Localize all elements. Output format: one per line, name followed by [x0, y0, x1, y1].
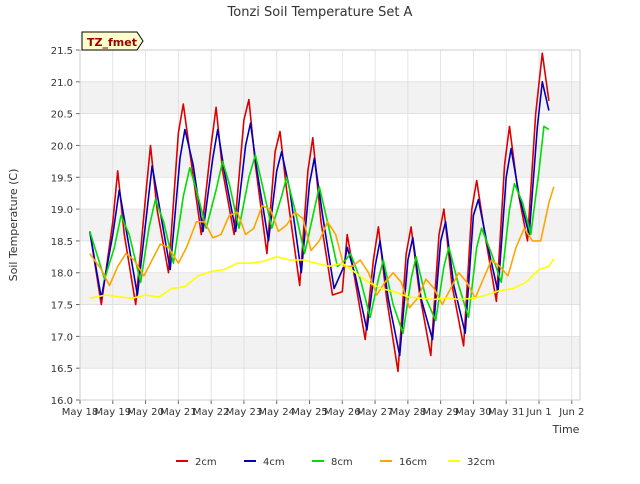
y-tick-label: 21.5	[51, 46, 73, 57]
series-line-2cm	[89, 52, 550, 373]
x-tick-label: Jun 2	[558, 407, 584, 418]
series-line-32cm	[89, 256, 555, 301]
plot-band	[80, 81, 580, 114]
plot-band	[80, 336, 580, 369]
site-badge-label: TZ_fmet	[87, 36, 137, 49]
y-tick-label: 20.0	[51, 141, 73, 152]
x-tick-label: May 18	[62, 407, 99, 418]
x-tick-label: Jun 1	[525, 407, 551, 418]
x-tick-label: May 21	[160, 407, 197, 418]
y-tick-label: 17.0	[51, 332, 73, 343]
y-tick-label: 16.0	[51, 396, 73, 407]
legend-label-16cm: 16cm	[399, 457, 427, 468]
site-badge: TZ_fmet	[81, 31, 144, 51]
x-tick-label: May 30	[455, 407, 492, 418]
plot-background	[80, 50, 580, 400]
x-tick-label: May 28	[390, 407, 427, 418]
y-tick-label: 19.5	[51, 173, 73, 184]
x-tick-label: May 20	[127, 407, 164, 418]
y-tick-label: 18.5	[51, 237, 73, 248]
legend-label-8cm: 8cm	[331, 457, 353, 468]
legend-label-4cm: 4cm	[263, 457, 285, 468]
y-tick-label: 20.5	[51, 110, 73, 121]
y-tick-label: 17.5	[51, 301, 73, 312]
x-axis-label: Time	[552, 423, 580, 436]
x-tick-label: May 22	[193, 407, 230, 418]
x-tick-label: May 24	[258, 407, 295, 418]
plot-band	[80, 145, 580, 178]
x-tick-label: May 26	[324, 407, 361, 418]
y-tick-label: 21.0	[51, 78, 73, 89]
x-tick-label: May 25	[291, 407, 328, 418]
x-tick-label: May 29	[422, 407, 459, 418]
legend: 2cm 4cm 8cm 16cm 32cm	[176, 457, 495, 468]
plot-frame	[79, 49, 581, 401]
y-axis-ticks: 16.0 16.5 17.0 17.5 18.0 18.5 19.0 19.5 20.0 20.5…	[51, 46, 80, 407]
y-tick-label: 18.0	[51, 269, 73, 280]
series-line-4cm	[89, 81, 550, 357]
site-badge-box	[81, 31, 144, 51]
series-line-16cm	[89, 186, 555, 309]
x-tick-label: May 31	[488, 407, 525, 418]
legend-label-32cm: 32cm	[467, 457, 495, 468]
legend-label-2cm: 2cm	[195, 457, 217, 468]
y-tick-label: 16.5	[51, 364, 73, 375]
x-tick-label: May 23	[226, 407, 263, 418]
x-tick-label: May 27	[357, 407, 394, 418]
y-axis-label: Soil Temperature (C)	[7, 169, 20, 282]
series-lines	[89, 52, 555, 373]
y-tick-label: 19.0	[51, 205, 73, 216]
chart-title: Tonzi Soil Temperature Set A	[227, 5, 413, 20]
x-tick-label: May 19	[94, 407, 131, 418]
